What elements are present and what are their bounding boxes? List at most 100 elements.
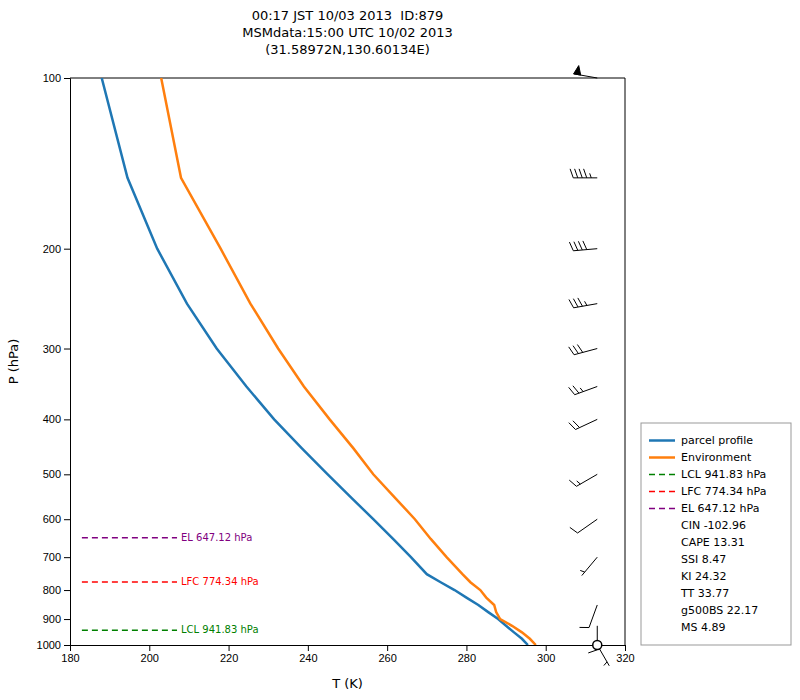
wind-barb bbox=[580, 605, 598, 628]
tick: 600 bbox=[43, 513, 70, 525]
y-axis: 100 200 300 400 500 600 700 800 900 1000 bbox=[37, 72, 71, 651]
annotations: LCL 941.83 hPa LFC 774.34 hPa EL 647.12 hP… bbox=[181, 532, 259, 635]
tick-mark bbox=[64, 619, 70, 620]
legend-label: EL 647.12 hPa bbox=[681, 502, 759, 515]
tick: 260 bbox=[378, 645, 396, 664]
wind-barb bbox=[570, 169, 597, 178]
tick-mark bbox=[308, 645, 309, 651]
frame bbox=[70, 78, 625, 79]
wind-barb bbox=[569, 345, 598, 355]
tick-mark bbox=[64, 557, 70, 558]
profile-line bbox=[161, 78, 536, 645]
tick-mark bbox=[64, 645, 70, 646]
tick-label: 400 bbox=[43, 413, 61, 425]
tick-label: 300 bbox=[43, 343, 61, 355]
frame bbox=[625, 78, 626, 645]
wind-barb bbox=[569, 386, 598, 395]
tick-label: 200 bbox=[141, 652, 159, 664]
tick: 280 bbox=[458, 645, 476, 664]
tick-label: 180 bbox=[61, 652, 79, 664]
legend-label: CAPE 13.31 bbox=[681, 536, 745, 549]
legend-label: LFC 774.34 hPa bbox=[681, 485, 766, 498]
tick-label: 280 bbox=[458, 652, 476, 664]
tick: 900 bbox=[43, 613, 70, 625]
level-line bbox=[82, 629, 177, 631]
tick-label: 260 bbox=[378, 652, 396, 664]
tick: 320 bbox=[616, 645, 634, 664]
tick: 300 bbox=[537, 645, 555, 664]
level-label: LFC 774.34 hPa bbox=[181, 576, 259, 587]
tick-mark bbox=[466, 645, 467, 651]
tick: 200 bbox=[43, 243, 70, 255]
legend-label: TT 33.77 bbox=[680, 587, 729, 600]
tick-mark bbox=[149, 645, 150, 651]
tick-mark bbox=[387, 645, 388, 651]
legend-swatch bbox=[649, 508, 675, 510]
legend-label: MS 4.89 bbox=[681, 621, 725, 634]
x-axis: 180 200 220 240 260 280 300 320 bbox=[61, 645, 634, 664]
tick-label: 300 bbox=[537, 652, 555, 664]
legend-swatch bbox=[649, 456, 675, 459]
y-axis-line bbox=[64, 79, 71, 646]
tick-mark bbox=[64, 78, 70, 79]
tick: 800 bbox=[43, 584, 70, 596]
surface-marker bbox=[593, 641, 602, 650]
legend-label: LCL 941.83 hPa bbox=[681, 468, 766, 481]
tick: 700 bbox=[43, 551, 70, 563]
y-axis-title: P (hPa) bbox=[6, 339, 21, 385]
tick-mark bbox=[64, 419, 70, 420]
legend-label: KI 24.32 bbox=[681, 570, 726, 583]
series-group bbox=[82, 78, 536, 645]
level-label: EL 647.12 hPa bbox=[181, 532, 252, 543]
tick-label: 800 bbox=[43, 584, 61, 596]
tick-label: 1000 bbox=[37, 639, 61, 651]
plot: 180 200 220 240 260 280 300 320 100 200 300 400 500 6… bbox=[37, 66, 635, 666]
legend-label: CIN -102.96 bbox=[681, 519, 746, 532]
level-line bbox=[82, 581, 177, 583]
legend-label: Environment bbox=[681, 451, 752, 464]
legend-label: g500BS 22.17 bbox=[681, 604, 758, 617]
tick-label: 700 bbox=[43, 551, 61, 563]
tick-mark bbox=[625, 645, 626, 651]
legend-swatch bbox=[649, 474, 675, 476]
tick: 220 bbox=[220, 645, 238, 664]
tick-label: 200 bbox=[43, 243, 61, 255]
tick-mark bbox=[64, 474, 70, 475]
legend-swatch bbox=[649, 491, 675, 493]
wind-barb bbox=[569, 474, 597, 486]
legend-label: parcel profile bbox=[681, 434, 753, 447]
tick: 1000 bbox=[37, 639, 70, 651]
tick-mark bbox=[64, 349, 70, 350]
tick: 300 bbox=[43, 343, 70, 355]
tick-label: 600 bbox=[43, 513, 61, 525]
tick-label: 100 bbox=[43, 72, 61, 84]
tick: 180 bbox=[61, 645, 79, 664]
tick-label: 500 bbox=[43, 468, 61, 480]
legend: parcel profile Environment LCL 941.83 hPa L… bbox=[641, 423, 791, 645]
tick-mark bbox=[64, 249, 70, 250]
tick-mark bbox=[64, 590, 70, 591]
level-label: LCL 941.83 hPa bbox=[181, 624, 259, 635]
tick-label: 900 bbox=[43, 613, 61, 625]
wind-barb bbox=[569, 298, 597, 308]
tick: 100 bbox=[43, 72, 70, 84]
wind-barb bbox=[569, 241, 597, 251]
tick-mark bbox=[546, 645, 547, 651]
tick: 240 bbox=[299, 645, 317, 664]
legend-label: SSI 8.47 bbox=[681, 553, 726, 566]
chart: 180 200 220 240 260 280 300 320 100 200 300 400 500 6… bbox=[0, 0, 800, 700]
legend-swatch bbox=[649, 439, 675, 442]
title: 00:17 JST 10/03 2013 ID:879MSMdata:15:00… bbox=[242, 8, 453, 57]
wind-barb bbox=[569, 419, 597, 429]
x-axis-title: T (K) bbox=[331, 676, 363, 691]
level-line bbox=[82, 537, 177, 539]
wind-barbs bbox=[569, 66, 610, 666]
wind-barb bbox=[574, 66, 598, 78]
tick-mark bbox=[229, 645, 230, 651]
x-axis-line bbox=[71, 646, 626, 652]
tick: 500 bbox=[43, 468, 70, 480]
legend-box bbox=[641, 423, 791, 645]
tick-label: 320 bbox=[616, 652, 634, 664]
tick: 200 bbox=[141, 645, 159, 664]
tick-mark bbox=[64, 519, 70, 520]
